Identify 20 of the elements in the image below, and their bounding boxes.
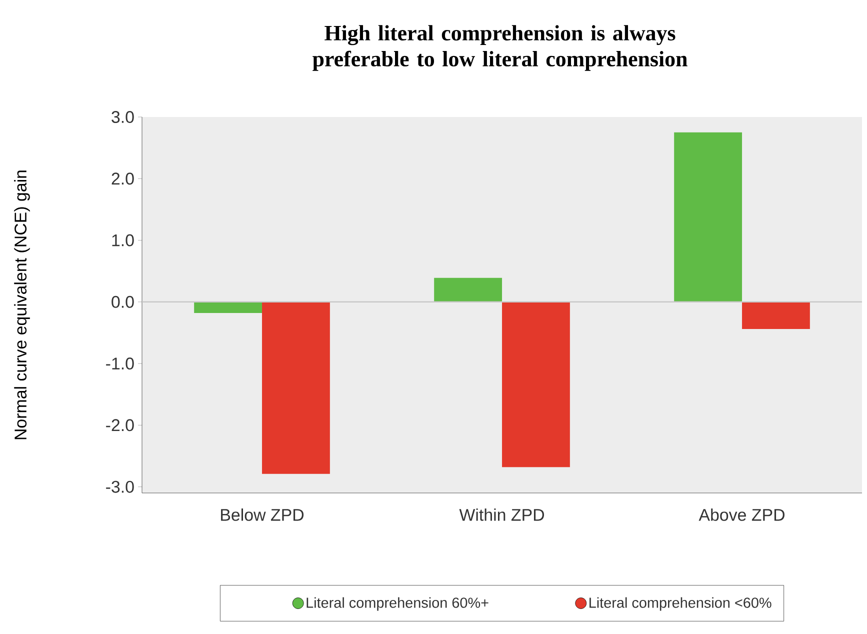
bar xyxy=(262,302,330,474)
legend-label: Literal comprehension 60%+ xyxy=(306,597,488,611)
y-tick-label: -1.0 xyxy=(106,358,134,370)
y-tick-label: -2.0 xyxy=(106,419,134,432)
bar xyxy=(674,132,742,302)
y-axis-title: Normal curve equivalent (NCE) gain xyxy=(14,170,30,440)
x-tick-label: Below ZPD xyxy=(221,508,304,521)
y-tick-label: 2.0 xyxy=(112,172,134,185)
legend-label: Literal comprehension <60% xyxy=(590,597,772,611)
bar xyxy=(194,302,262,313)
bar xyxy=(742,302,810,330)
y-tick-label: 1.0 xyxy=(112,234,134,246)
chart-title: High literal comprehension is always preferable to low literal comprehension xyxy=(312,25,688,71)
y-tick-label: 3.0 xyxy=(112,110,134,123)
x-tick-label: Within ZPD xyxy=(459,508,544,521)
bar xyxy=(434,278,502,302)
y-tick-label: 0.0 xyxy=(112,296,134,308)
y-tick-label: -3.0 xyxy=(106,480,134,493)
x-tick-label: Above ZPD xyxy=(698,508,784,521)
bar xyxy=(502,302,570,468)
